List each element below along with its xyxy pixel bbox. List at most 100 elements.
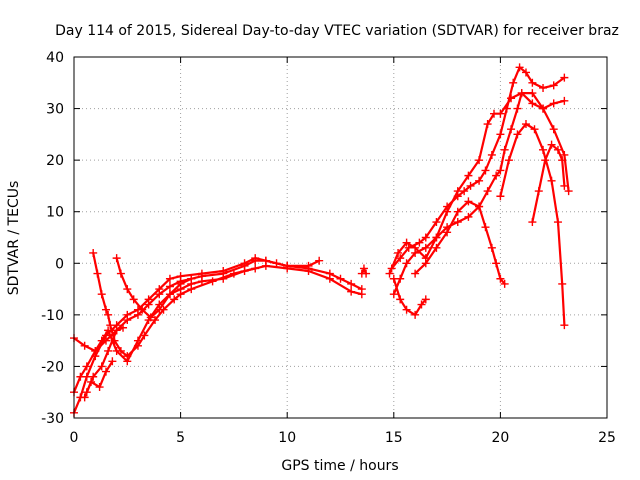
data-point <box>315 256 324 265</box>
y-tick-label: 30 <box>46 102 64 118</box>
data-point <box>402 238 411 247</box>
data-point <box>106 321 115 330</box>
series-arc-d <box>89 248 260 361</box>
data-point <box>560 321 569 330</box>
series-arc-l <box>411 197 509 288</box>
data-point <box>475 156 484 165</box>
data-point <box>515 63 524 72</box>
series-layer <box>70 63 573 417</box>
series-arc-g <box>80 357 117 402</box>
data-point <box>123 310 132 319</box>
y-tick-label: 20 <box>46 153 64 169</box>
data-point <box>549 99 558 108</box>
data-point <box>528 99 537 108</box>
data-point <box>197 269 206 278</box>
y-tick-label: 0 <box>55 256 64 272</box>
data-point <box>87 377 96 386</box>
data-point <box>464 212 473 221</box>
x-tick-label: 25 <box>598 430 616 446</box>
data-point <box>421 243 430 252</box>
data-point <box>547 140 556 149</box>
series-line <box>414 200 506 285</box>
data-point <box>123 352 132 361</box>
data-point <box>347 287 356 296</box>
series-arc-i <box>389 89 573 299</box>
series-arc-n <box>496 120 569 330</box>
data-point <box>417 300 426 309</box>
chart-title: Day 114 of 2015, Sidereal Day-to-day VTE… <box>55 23 619 39</box>
data-point <box>283 264 292 273</box>
series-arc-h <box>389 274 430 319</box>
data-point <box>108 357 117 366</box>
data-point <box>534 187 543 196</box>
data-point <box>101 305 110 314</box>
data-point <box>176 290 185 299</box>
data-point <box>507 94 516 103</box>
data-point <box>89 248 98 257</box>
data-point <box>421 259 430 268</box>
data-point <box>176 272 185 281</box>
data-point <box>500 279 509 288</box>
data-point <box>104 310 113 319</box>
data-point <box>97 336 106 345</box>
data-point <box>402 305 411 314</box>
y-tick-label: -30 <box>41 411 64 427</box>
data-point <box>504 156 513 165</box>
data-point <box>385 269 394 278</box>
data-point <box>91 346 100 355</box>
data-point <box>129 295 138 304</box>
data-point <box>155 285 164 294</box>
series-arc-j <box>387 63 569 273</box>
data-point <box>549 81 558 90</box>
data-point <box>547 176 556 185</box>
data-point <box>219 267 228 276</box>
x-tick-label: 20 <box>491 430 509 446</box>
data-point <box>432 218 441 227</box>
data-point <box>541 156 550 165</box>
data-point <box>89 372 98 381</box>
data-point <box>549 125 558 134</box>
y-axis-label: SDTVAR / TECUs <box>6 181 22 296</box>
data-point <box>187 274 196 283</box>
series-line <box>499 122 566 327</box>
data-point <box>496 192 505 201</box>
data-point <box>464 197 473 206</box>
x-tick-label: 10 <box>278 430 296 446</box>
series-line <box>531 143 566 224</box>
data-point <box>558 279 567 288</box>
data-point <box>453 187 462 196</box>
data-point <box>82 362 91 371</box>
data-point <box>347 279 356 288</box>
data-point <box>357 290 366 299</box>
data-point <box>560 150 569 159</box>
data-point <box>487 243 496 252</box>
data-point <box>229 269 238 278</box>
plot-frame <box>73 56 608 419</box>
data-point <box>116 269 125 278</box>
series-line <box>392 277 427 316</box>
data-point <box>97 362 106 371</box>
data-point <box>496 109 505 118</box>
data-point <box>509 78 518 87</box>
data-point <box>481 166 490 175</box>
x-tick-label: 0 <box>70 430 79 446</box>
data-point <box>521 68 530 77</box>
data-point <box>539 145 548 154</box>
data-point <box>165 282 174 291</box>
data-point <box>453 207 462 216</box>
series-line <box>115 257 193 319</box>
series-arc-c <box>70 261 366 366</box>
data-point <box>558 156 567 165</box>
data-point <box>421 233 430 242</box>
data-point <box>140 331 149 340</box>
data-point <box>146 313 155 322</box>
data-point <box>116 346 125 355</box>
data-point <box>165 274 174 283</box>
y-tick-label: 10 <box>46 205 64 221</box>
data-point <box>521 120 530 129</box>
y-tick-label: -10 <box>41 308 64 324</box>
tick-layer: 0 5 10 15 20 25 -30 -20 -10 0 10 20 30 40 <box>41 50 616 446</box>
data-point <box>251 264 260 273</box>
data-point <box>487 150 496 159</box>
data-point <box>483 120 492 129</box>
